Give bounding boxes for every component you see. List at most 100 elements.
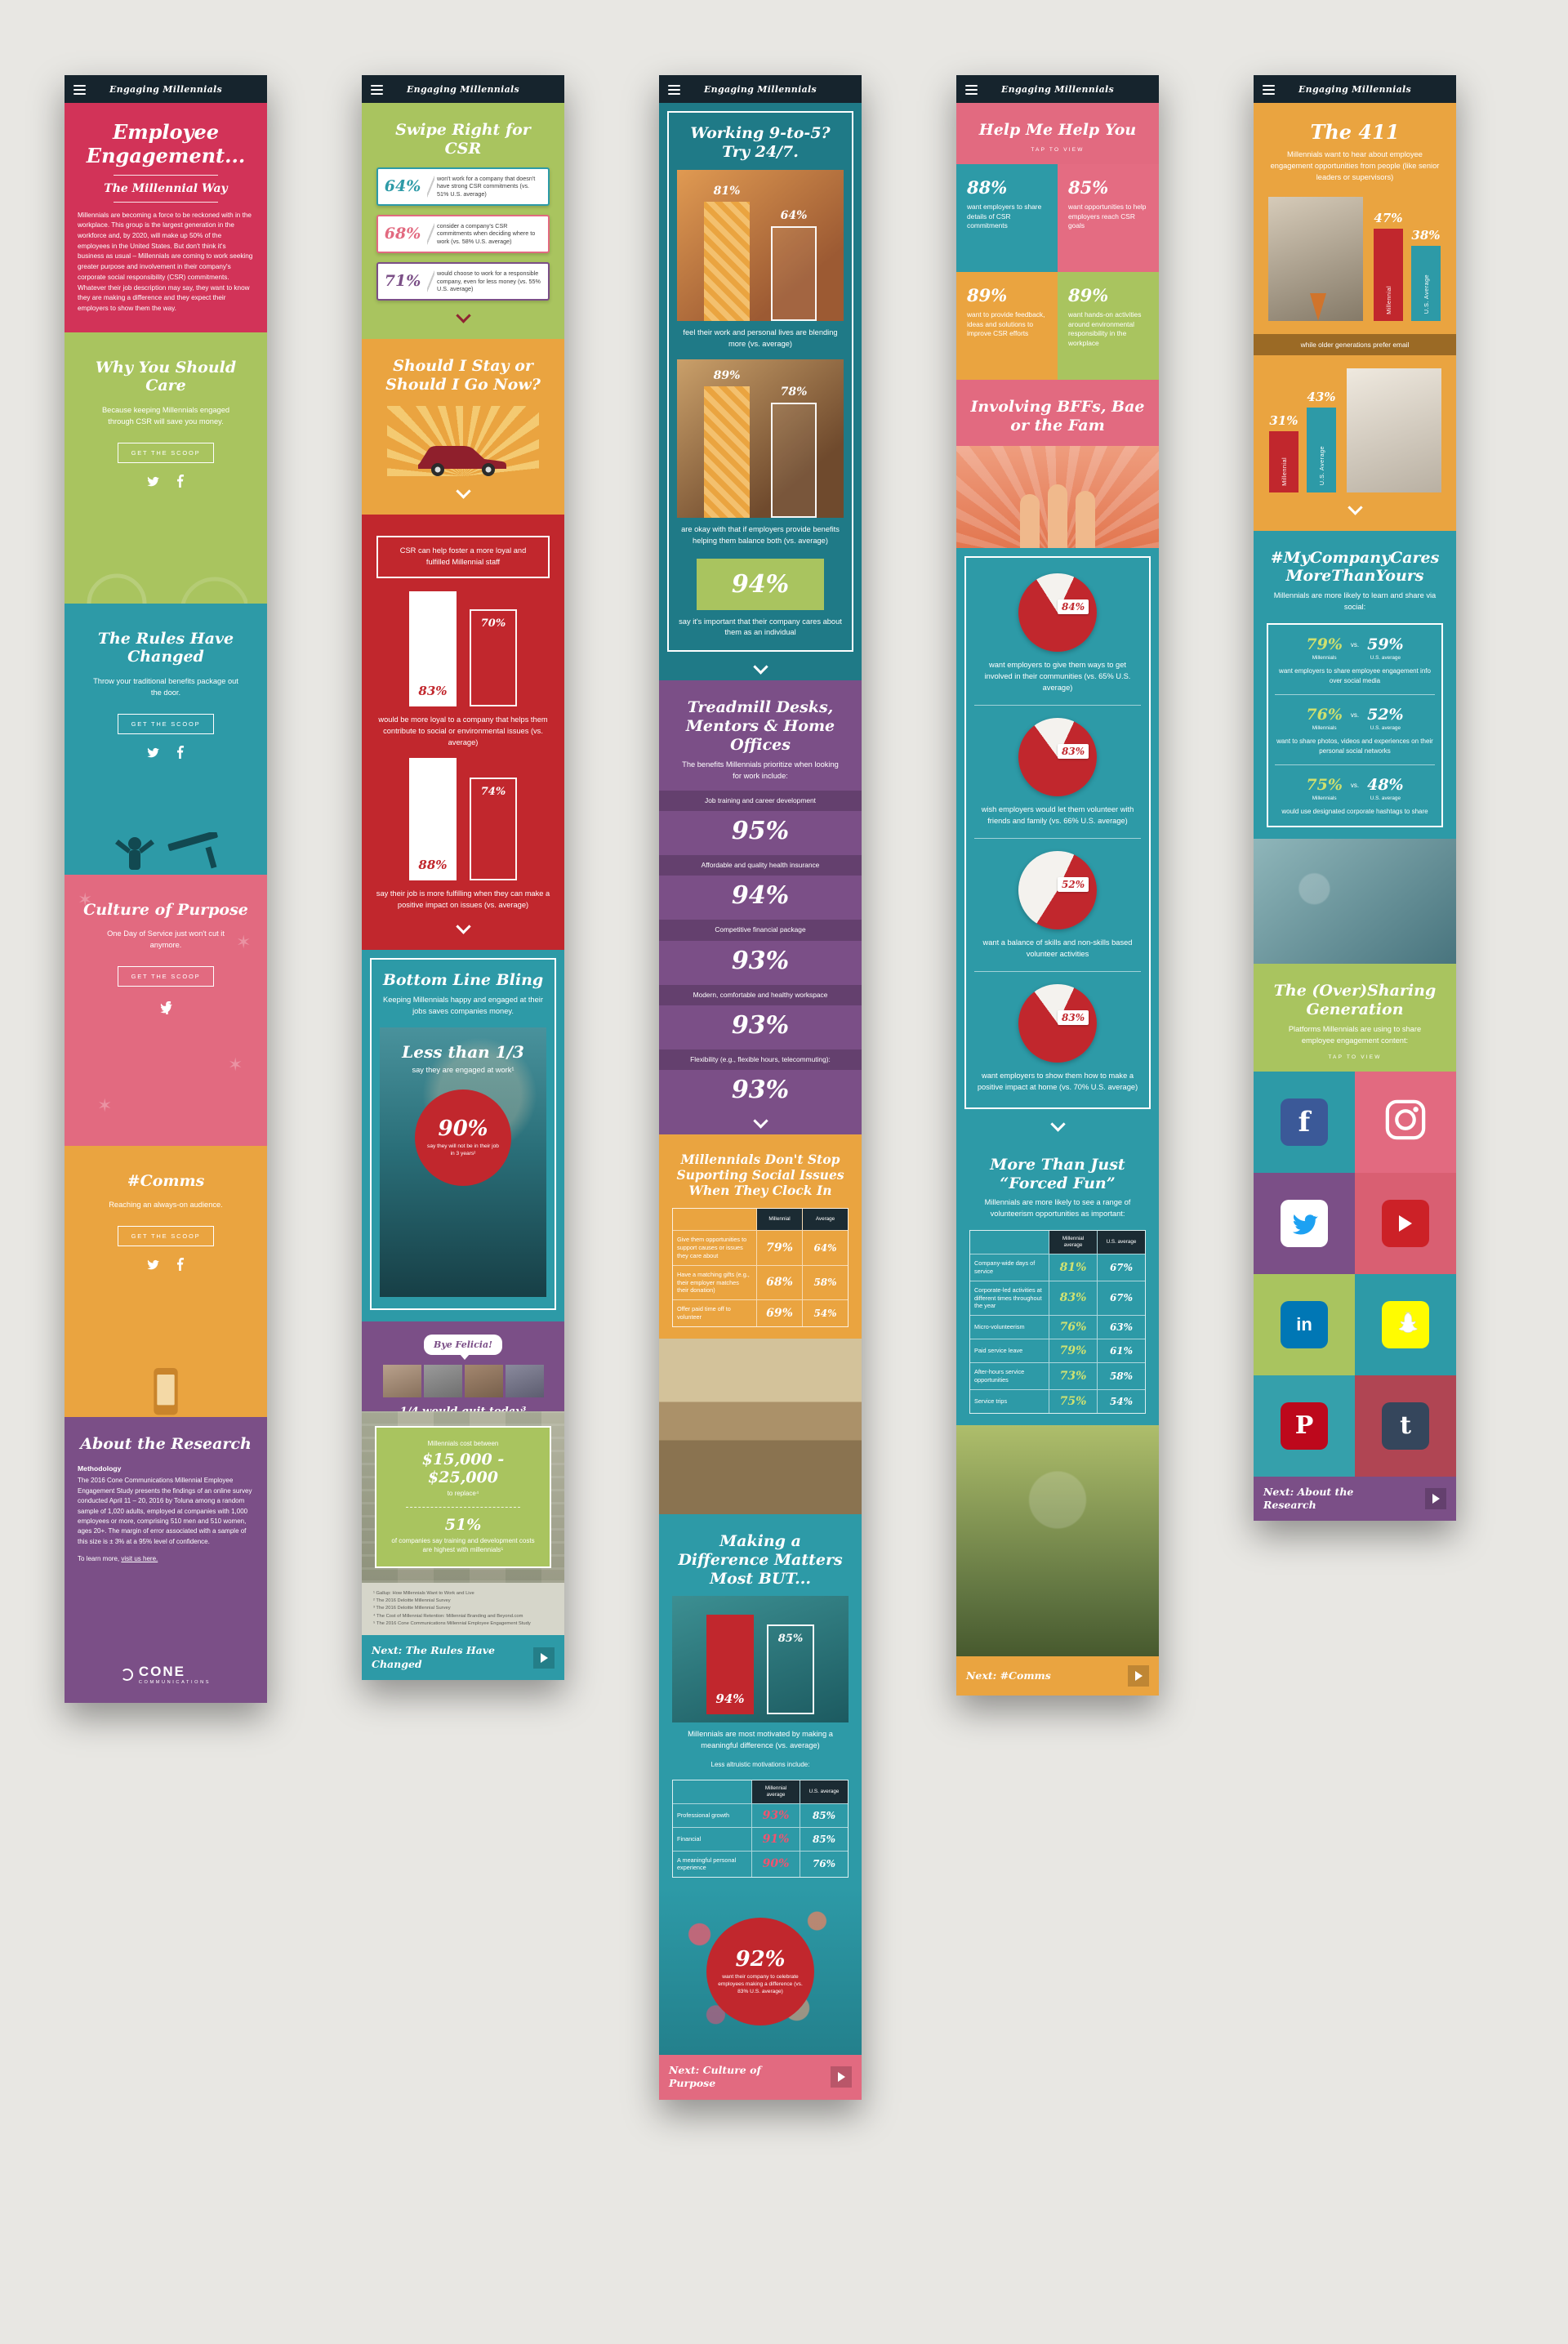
benefit-percent: 93% [731,1011,790,1041]
finger-puppets-photo [956,446,1159,549]
menu-icon[interactable] [965,85,978,95]
bar-group-average: 64% [771,209,817,321]
bars: 31% Millennial 43% U.S. Average [1268,390,1337,492]
get-the-scoop-button[interactable]: GET THE SCOOP [117,966,215,987]
screen-comms: Engaging Millennials The 411 Millennials… [1254,75,1456,1522]
social-stat-row: 75% Millennials vs. 48% U.S. average would… [1268,765,1441,826]
twitter-icon[interactable] [146,475,159,488]
average-value: 61% [1098,1339,1145,1363]
help-tile[interactable]: 89% want to provide feedback, ideas and … [956,271,1058,380]
average-value: 58% [1098,1363,1145,1389]
training-percent: 51% [444,1515,482,1534]
app-title: Engaging Millennials [1001,83,1114,95]
benefit-percent: 93% [731,946,790,975]
bar-value: 94% [715,1691,745,1707]
section-difference: Making a Difference Matters Most BUT... … [659,1513,862,2056]
section-title: Should I Stay or Should I Go Now? [385,357,541,394]
twitter-icon[interactable] [146,1258,159,1271]
worker-photo-panel: 81% 64% [677,169,844,321]
play-arrow-icon [1432,1493,1440,1504]
average-value: 67% [1098,1254,1145,1281]
visit-us-here-link[interactable]: visit us here. [121,1555,158,1563]
bar-value: 81% [713,184,741,198]
stat-caption: would use designated corporate hashtags … [1281,808,1428,816]
bar-chart-blending: 81% 64% [677,175,844,321]
learn-more-text: To learn more, visit us here. [78,1555,254,1562]
facebook-icon[interactable] [172,475,185,488]
stat-percent: 64% [384,177,421,196]
platform-tile-facebook[interactable]: f [1254,1071,1355,1173]
platform-tile-instagram[interactable] [1355,1071,1456,1173]
menu-icon[interactable] [74,85,86,95]
section-help-me-help-you: Help Me Help You TAP TO VIEW 88% want em… [956,103,1159,380]
facebook-icon[interactable] [172,746,185,760]
bar-value: 70% [480,617,506,630]
next-button[interactable]: Next: #Comms [956,1656,1159,1696]
platform-tile-linkedin[interactable]: in [1254,1273,1355,1375]
screen-culture-of-purpose: Engaging Millennials Help Me Help You TA… [956,75,1159,1696]
volunteerism-table: Millennial average U.S. average Company-… [969,1230,1146,1414]
millennial-value: 81% [1049,1254,1097,1281]
tumblr-icon: t [1382,1401,1429,1450]
bar-chart-people: 47% Millennial 38% U.S. Average [1268,196,1441,321]
column-header: U.S. average [1098,1231,1145,1254]
next-button[interactable]: Next: The Rules Have Changed [362,1635,564,1680]
circle-percent: 92% [735,1946,786,1972]
person-photo [382,1364,421,1397]
chevron-down-icon [1347,499,1363,515]
bar-value: 74% [480,786,506,799]
get-the-scoop-button[interactable]: GET THE SCOOP [117,1226,215,1247]
chevron-down-icon [455,308,471,323]
bar-average [771,403,817,518]
section-title: Millennials Don't Stop Suporting Social … [676,1152,844,1198]
section-comms: #Comms Reaching an always-on audience. G… [65,1145,267,1417]
chevron-down-icon [455,483,471,499]
learn-more-prefix: To learn more, [78,1555,122,1563]
menu-icon[interactable] [1263,85,1275,95]
platform-tile-snapchat[interactable] [1355,1273,1456,1375]
stat-text: won't work for a company that doesn't ha… [437,174,536,198]
facebook-icon[interactable] [172,1258,185,1272]
section-intro: Millennials are more likely to learn and… [1273,591,1437,612]
stat-card: 68% consider a company's CSR commitments… [376,214,550,253]
footnote: ¹ Gallup: How Millennials Want to Work a… [373,1590,474,1596]
row-label: Give them opportunities to support cause… [673,1231,756,1265]
card-title: #Comms [127,1171,205,1190]
get-the-scoop-button[interactable]: GET THE SCOOP [117,443,215,464]
menu-icon[interactable] [371,85,383,95]
bar-chart-loyalty: 83% 70% [375,590,551,706]
help-tile[interactable]: 85% want opportunities to help employers… [1058,163,1159,272]
section-title: The (Over)Sharing Generation [1273,982,1437,1018]
platform-tile-tumblr[interactable]: t [1355,1375,1456,1477]
menu-icon[interactable] [668,85,680,95]
section-title: Swipe Right for CSR [395,121,531,158]
star-decoration: ✶ [78,889,93,910]
row-label: Have a matching gifts (e.g., their emplo… [673,1265,756,1300]
bar-average: 74% [470,778,517,881]
next-button[interactable]: Next: About the Research [1254,1476,1456,1522]
average-value: 54% [1098,1389,1145,1413]
chart-caption: feel their work and personal lives are b… [683,328,838,348]
diagonal-divider [427,168,434,204]
platform-tile-pinterest[interactable]: P [1254,1375,1355,1477]
help-tile[interactable]: 89% want hands-on activities around envi… [1058,271,1159,380]
tile-text: want employers to share details of CSR c… [967,202,1042,230]
platform-tile-youtube[interactable] [1355,1172,1456,1274]
bar-value: 78% [780,385,808,399]
tap-to-view-label: TAP TO VIEW [1328,1054,1382,1060]
tap-to-view-label: TAP TO VIEW [1031,146,1085,153]
average-value: 58% [803,1265,848,1300]
facebook-icon[interactable] [159,998,172,1015]
millennial-value: 83% [1049,1281,1097,1316]
get-the-scoop-button[interactable]: GET THE SCOOP [117,714,215,735]
next-button[interactable]: Next: Culture of Purpose [659,2055,862,2100]
twitter-icon[interactable] [146,746,159,759]
card-body: Reaching an always-on audience. [109,1201,223,1210]
platform-tile-twitter[interactable] [1254,1172,1355,1274]
pie-percent: 84% [1058,599,1089,615]
divider [974,705,1141,706]
bar-value: 38% [1411,228,1441,243]
row-label: Offer paid time off to volunteer [673,1300,756,1326]
help-tile[interactable]: 88% want employers to share details of C… [956,163,1058,272]
millennial-value: 91% [752,1827,800,1851]
